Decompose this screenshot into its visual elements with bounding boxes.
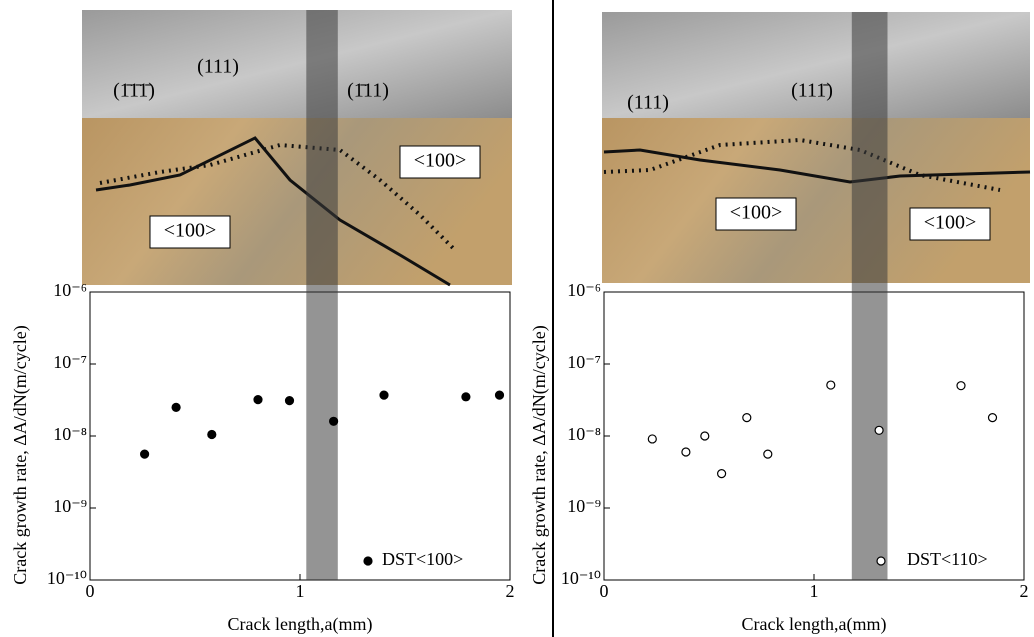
annotation-box — [149, 215, 231, 249]
data-point — [681, 447, 691, 457]
data-point — [987, 413, 998, 423]
data-point — [494, 390, 505, 400]
y-axis-title: Crack growth rate, ΔA/dN(m/cycle) — [529, 325, 550, 584]
y-tick-label: 10⁻⁶ — [567, 280, 601, 300]
annotation: (111) — [197, 56, 239, 78]
data-point — [700, 431, 710, 441]
data-point — [171, 402, 181, 412]
data-point — [763, 449, 773, 459]
x-tick-label: 2 — [1020, 581, 1029, 601]
legend-label: DST<100> — [382, 549, 463, 569]
sem-image — [602, 12, 1030, 118]
legend-marker — [876, 556, 886, 566]
crack-path — [95, 136, 451, 287]
y-axis-title: Crack growth rate, ΔA/dN(m/cycle) — [10, 325, 31, 584]
plot-area — [89, 291, 511, 581]
x-axis-title: Crack length,a(mm) — [228, 614, 373, 635]
optical-image — [602, 118, 1030, 283]
y-tick-label: 10⁻¹⁰ — [47, 568, 87, 588]
data-point — [284, 396, 295, 406]
sem-image — [82, 10, 512, 118]
highlight-band — [306, 10, 338, 580]
x-axis-title: Crack length,a(mm) — [742, 614, 887, 635]
data-point — [956, 381, 966, 391]
annotation: (111) — [627, 92, 669, 114]
data-point — [140, 449, 150, 459]
annotation: <100> — [414, 150, 467, 172]
data-point — [329, 416, 339, 426]
annotation: (1̄1̄1̄) — [113, 80, 155, 102]
annotation: <100> — [730, 202, 783, 224]
y-tick-label: 10⁻⁹ — [567, 496, 601, 516]
data-point — [874, 425, 884, 435]
x-tick-label: 2 — [506, 581, 515, 601]
x-tick-label: 0 — [600, 581, 609, 601]
data-point — [826, 380, 836, 390]
legend-marker — [363, 556, 373, 566]
highlight-band — [851, 12, 888, 580]
data-point — [253, 395, 263, 405]
y-tick-label: 10⁻⁷ — [53, 352, 87, 372]
x-tick-label: 0 — [86, 581, 95, 601]
data-point — [207, 429, 217, 440]
legend-label: DST<110> — [907, 549, 988, 569]
crack-path — [603, 148, 1031, 184]
y-tick-label: 10⁻⁹ — [53, 496, 87, 516]
annotation: (1̄11) — [347, 80, 389, 102]
annotation: <100> — [164, 220, 217, 242]
data-point — [647, 434, 657, 444]
data-point — [379, 390, 389, 400]
y-tick-label: 10⁻⁸ — [567, 424, 601, 444]
x-tick-label: 1 — [810, 581, 819, 601]
plot-area — [603, 291, 1025, 581]
x-tick-label: 1 — [296, 581, 305, 601]
y-tick-label: 10⁻⁶ — [53, 280, 87, 300]
data-point — [461, 392, 471, 402]
data-point — [716, 469, 727, 479]
y-tick-label: 10⁻¹⁰ — [561, 568, 601, 588]
optical-image — [82, 118, 512, 285]
annotation: <100> — [924, 212, 977, 234]
annotation-box — [909, 207, 991, 241]
data-point — [742, 413, 752, 423]
annotation: (111̄) — [791, 80, 833, 102]
y-tick-label: 10⁻⁸ — [53, 424, 87, 444]
annotation-box — [399, 145, 481, 179]
annotation-box — [715, 197, 797, 231]
y-tick-label: 10⁻⁷ — [567, 352, 601, 372]
